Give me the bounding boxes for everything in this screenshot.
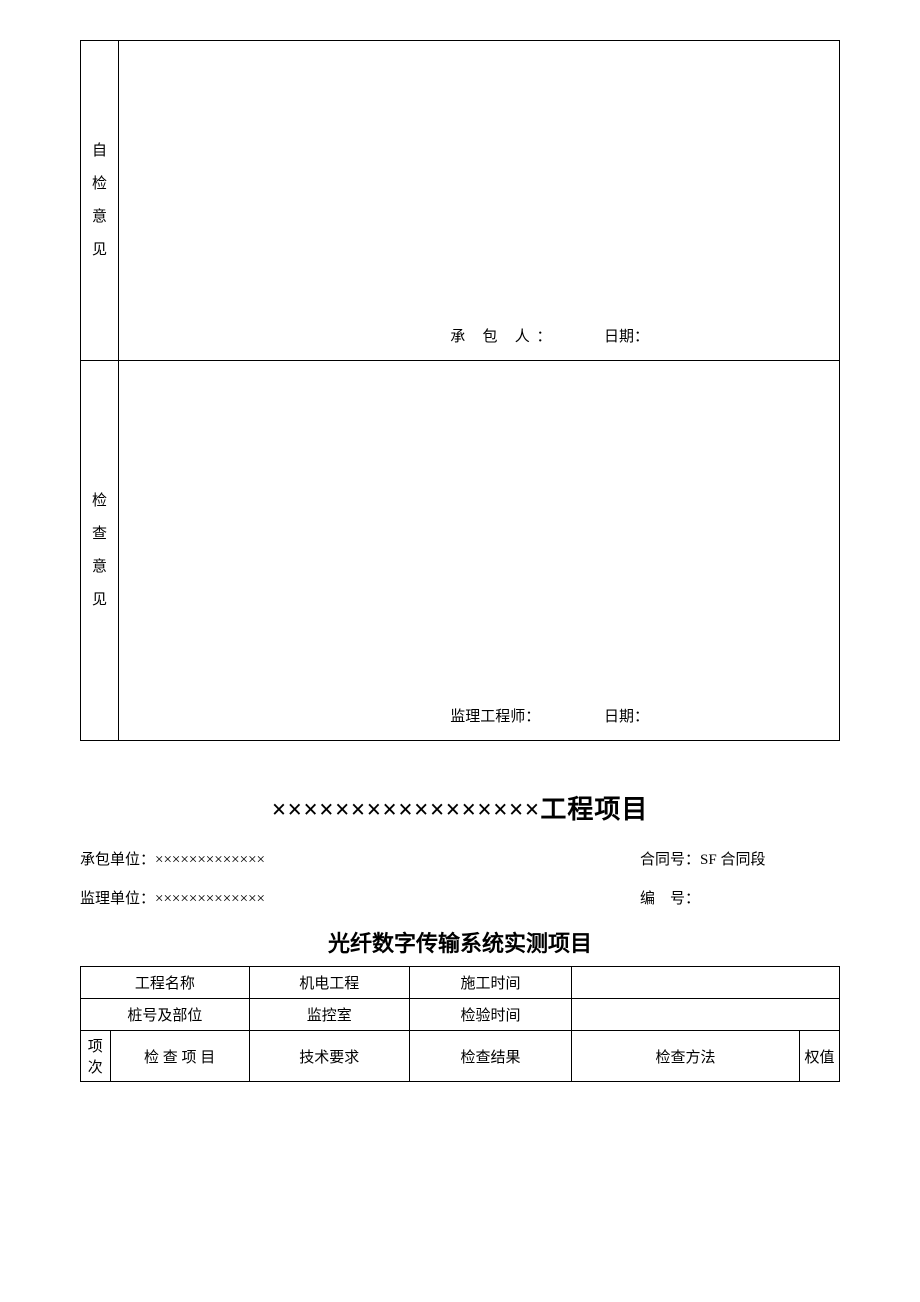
contractor-label: 承包单位：: [80, 852, 155, 868]
supervisor-signer-label: 监理工程师：: [450, 705, 600, 726]
data-row-1: 工程名称 机电工程 施工时间: [81, 967, 840, 999]
self-check-content-cell: 承 包 人： 日期：: [119, 41, 840, 361]
contract-no-line: 合同号：SF 合同段: [640, 848, 840, 869]
supervisor-label: 监理单位：: [80, 891, 155, 907]
data-row-2: 桩号及部位 监控室 检验时间: [81, 999, 840, 1031]
serial-label: 编 号：: [640, 891, 700, 907]
r1c4: [572, 967, 840, 999]
inspect-char-4: 见: [81, 584, 118, 617]
project-title: ×××××××××××××××××工程项目: [80, 789, 840, 826]
h-idx: 项次: [81, 1031, 111, 1082]
r2c3: 检验时间: [409, 999, 571, 1031]
inspect-char-1: 检: [81, 485, 118, 518]
r2c1: 桩号及部位: [81, 999, 250, 1031]
contractor-signer-label: 承 包 人：: [450, 325, 600, 346]
r1c2: 机电工程: [249, 967, 409, 999]
self-check-char-1: 自: [81, 135, 118, 168]
inspect-char-2: 查: [81, 518, 118, 551]
sub-title: 光纤数字传输系统实测项目: [80, 926, 840, 958]
self-check-label-cell: 自 检 意 见: [81, 41, 119, 361]
contractor-line: 承包单位：×××××××××××××: [80, 848, 640, 869]
supervisor-line: 监理单位：×××××××××××××: [80, 887, 640, 908]
data-table: 工程名称 机电工程 施工时间 桩号及部位 监控室 检验时间 项次 检 查 项 目…: [80, 966, 840, 1082]
project-section: ×××××××××××××××××工程项目 承包单位：×××××××××××××…: [80, 789, 840, 1082]
inspect-content-cell: 监理工程师： 日期：: [119, 361, 840, 741]
meta-row-2: 监理单位：××××××××××××× 编 号：: [80, 887, 840, 908]
self-check-date-label: 日期：: [604, 329, 649, 345]
h-wt: 权值: [799, 1031, 839, 1082]
h-res: 检查结果: [409, 1031, 571, 1082]
contract-no-value: SF 合同段: [700, 852, 765, 868]
inspect-char-3: 意: [81, 551, 118, 584]
r2c4: [572, 999, 840, 1031]
inspect-date-label: 日期：: [604, 709, 649, 725]
inspect-signature-line: 监理工程师： 日期：: [119, 705, 839, 726]
data-header-row: 项次 检 查 项 目 技术要求 检查结果 检查方法 权值: [81, 1031, 840, 1082]
h-item: 检 查 项 目: [110, 1031, 249, 1082]
inspect-label-cell: 检 查 意 见: [81, 361, 119, 741]
self-check-char-3: 意: [81, 201, 118, 234]
self-check-char-2: 检: [81, 168, 118, 201]
contract-no-label: 合同号：: [640, 852, 700, 868]
r2c2: 监控室: [249, 999, 409, 1031]
h-meth: 检查方法: [572, 1031, 800, 1082]
r1c3: 施工时间: [409, 967, 571, 999]
self-check-char-4: 见: [81, 234, 118, 267]
self-check-signature-line: 承 包 人： 日期：: [119, 325, 839, 346]
supervisor-value: ×××××××××××××: [155, 891, 265, 907]
serial-line: 编 号：: [640, 887, 840, 908]
h-req: 技术要求: [249, 1031, 409, 1082]
opinions-table: 自 检 意 见 承 包 人： 日期： 检 查 意 见 监理工程师：: [80, 40, 840, 741]
r1c1: 工程名称: [81, 967, 250, 999]
contractor-value: ×××××××××××××: [155, 852, 265, 868]
document-page: 自 检 意 见 承 包 人： 日期： 检 查 意 见 监理工程师：: [0, 0, 920, 1122]
meta-row-1: 承包单位：××××××××××××× 合同号：SF 合同段: [80, 848, 840, 869]
